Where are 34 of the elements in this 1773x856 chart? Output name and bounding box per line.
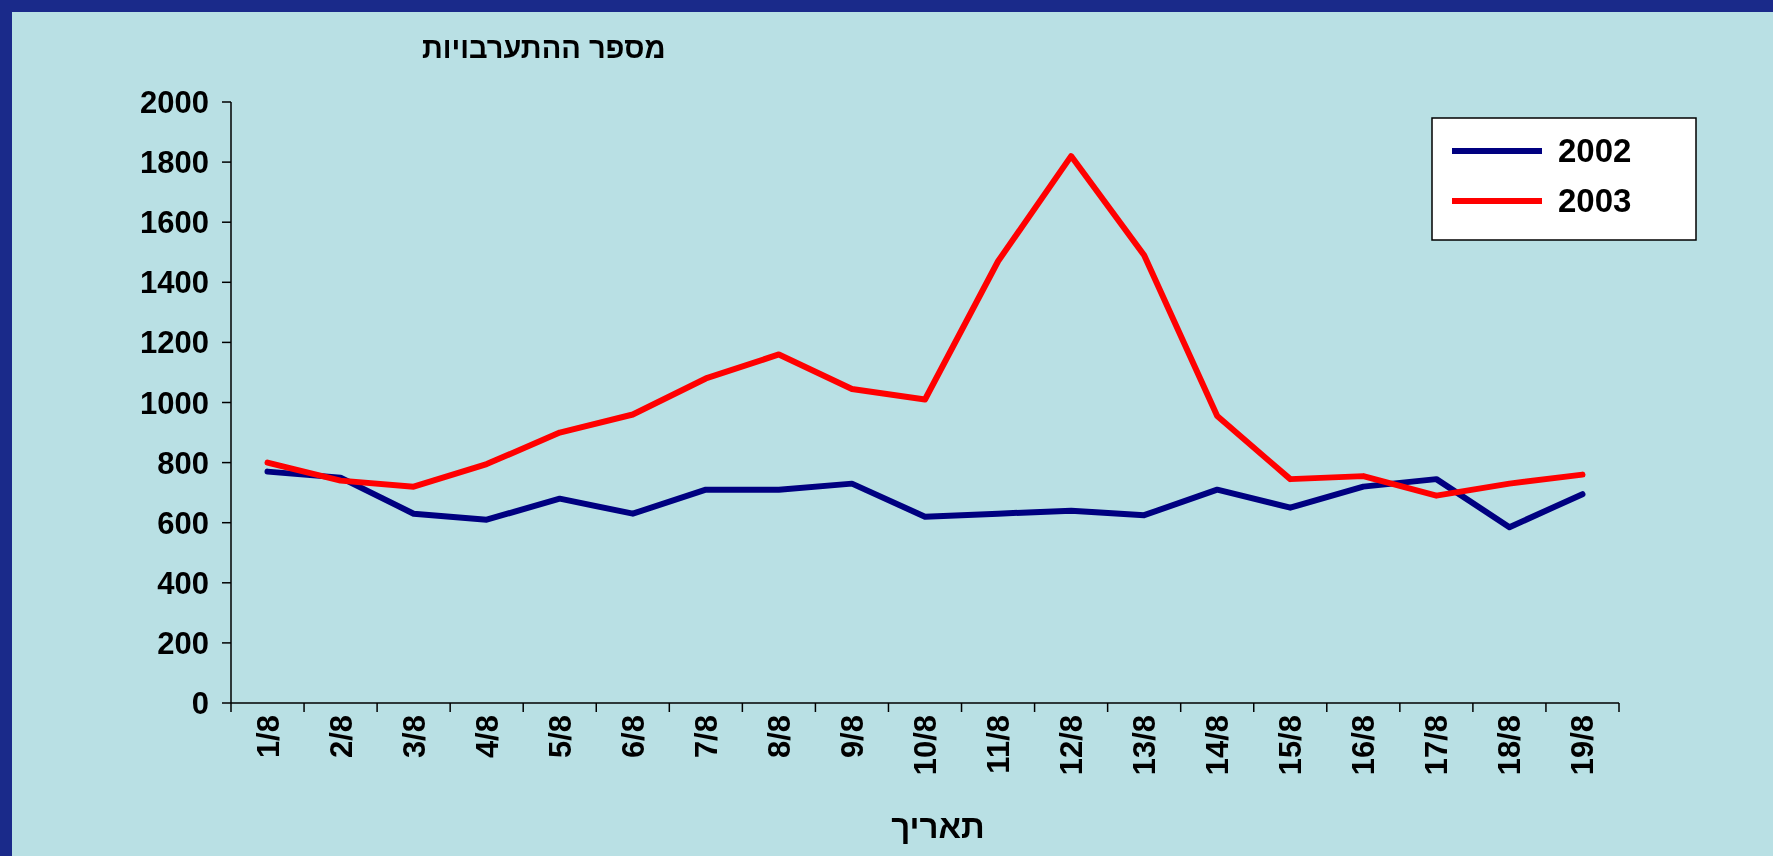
legend-label: 2003: [1558, 182, 1632, 219]
y-tick-label: 200: [157, 625, 209, 661]
x-tick-label: 2/8: [323, 715, 359, 759]
y-tick-label: 600: [157, 505, 209, 541]
x-tick-label: 19/8: [1565, 715, 1601, 776]
x-tick-label: 18/8: [1492, 715, 1528, 776]
x-tick-label: 6/8: [615, 715, 651, 759]
x-tick-label: 4/8: [469, 715, 505, 759]
y-tick-label: 1600: [140, 205, 209, 241]
x-tick-label: 12/8: [1054, 715, 1090, 776]
x-tick-label: 16/8: [1346, 715, 1382, 776]
x-axis-title: תאריך: [891, 808, 985, 845]
y-tick-label: 1800: [140, 145, 209, 181]
y-tick-label: 1200: [140, 325, 209, 361]
x-tick-label: 10/8: [908, 715, 943, 776]
x-tick-label: 1/8: [250, 715, 286, 759]
y-tick-label: 2000: [140, 85, 209, 120]
y-tick-label: 1400: [140, 265, 209, 301]
y-axis-title: מספר ההתערבויות: [422, 32, 666, 64]
x-tick-label: 5/8: [542, 715, 578, 759]
x-tick-label: 15/8: [1273, 715, 1309, 776]
x-tick-label: 8/8: [761, 715, 797, 759]
x-tick-label: 17/8: [1419, 715, 1455, 776]
x-tick-label: 14/8: [1200, 715, 1236, 776]
y-tick-label: 400: [157, 565, 209, 601]
x-tick-label: 3/8: [396, 715, 432, 759]
x-tick-label: 11/8: [981, 715, 1017, 774]
y-tick-label: 1000: [140, 385, 209, 421]
x-tick-label: 7/8: [688, 715, 724, 759]
y-tick-label: 800: [157, 445, 209, 481]
x-tick-label: 9/8: [834, 715, 870, 759]
x-tick-label: 13/8: [1127, 715, 1163, 776]
legend-label: 2002: [1558, 132, 1632, 169]
y-tick-label: 0: [191, 686, 209, 721]
